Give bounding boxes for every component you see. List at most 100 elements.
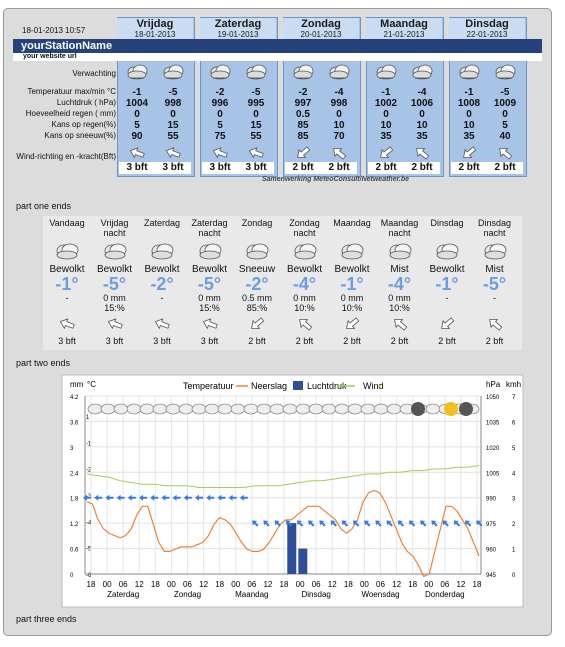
wind-arrow-icon — [476, 520, 483, 527]
cell-pressure: 1006 — [410, 98, 434, 109]
day-header: Maandag 21-01-2013 — [366, 18, 442, 40]
cell-pressure: 1002 — [374, 98, 398, 109]
cell-rain-chance: 15 — [167, 120, 179, 131]
wind-arrow-icon — [211, 146, 229, 160]
tick-label: 0.6 — [70, 548, 79, 554]
night-icon — [411, 402, 425, 416]
cell-snow-chance: 55 — [250, 131, 262, 142]
cell-snow-chance: 40 — [499, 131, 511, 142]
period-wind: 3 bft — [105, 336, 124, 346]
cell-rain-amount: 0 — [336, 109, 342, 120]
cloud-icon — [329, 241, 375, 261]
credit-text: Samenwerking MeteoConsult/Netweather.be — [262, 176, 410, 183]
cell-temperature: -1 — [381, 87, 391, 98]
cloud-icon — [327, 63, 351, 81]
cloud-icon — [244, 63, 268, 81]
cell-snow-chance: 75 — [214, 131, 226, 142]
cloud-icon — [139, 403, 155, 415]
cell-rain-amount: 0 — [134, 109, 140, 120]
period-column: Vrijdag nacht Bewolkt -5° 0 mm 15:% 3 bft — [92, 218, 138, 346]
wind-arrow-icon — [285, 520, 293, 527]
x-tick-label: 00 — [296, 580, 305, 589]
period-temperature: -4° — [387, 274, 412, 294]
cloud-icon — [100, 403, 116, 415]
night-icon — [459, 402, 473, 416]
tick-label: 3 — [70, 446, 74, 452]
period-condition: Mist — [390, 264, 409, 275]
period-name: Maandag — [333, 218, 371, 228]
period-name: Dinsdag — [430, 218, 464, 228]
day-date: 22-01-2013 — [466, 30, 508, 39]
period-column: Zaterdag Bewolkt -2° - 3 bft — [139, 218, 185, 346]
tick-label: -4 — [86, 520, 92, 526]
period-column: Zondag Sneeuw -2° 0.5 mm 85:% 2 bft — [234, 218, 280, 346]
axis-title: mm — [70, 380, 84, 389]
cell-pressure: 997 — [294, 98, 312, 109]
wind-arrow-icon — [128, 146, 146, 160]
cell-temperature: -5 — [168, 87, 178, 98]
cell-rain-chance: 15 — [250, 120, 262, 131]
period-wind: 2 bft — [390, 336, 409, 346]
cell-rain-amount: 0 — [466, 109, 472, 120]
period-rain: - — [160, 293, 164, 303]
x-tick-label: 12 — [135, 580, 144, 589]
cloud-icon — [161, 63, 185, 81]
cell-rain-chance: 5 — [502, 120, 508, 131]
x-tick-label: 18 — [215, 580, 224, 589]
wind-force-cell: 2 bft — [285, 162, 321, 174]
x-tick-label: 12 — [392, 580, 401, 589]
period-wind: 2 bft — [295, 336, 314, 346]
cloud-icon — [360, 403, 376, 415]
period-column: Maandag Bewolkt -1° 0 mm 10:% 2 bft — [329, 218, 375, 346]
cloud-icon — [187, 241, 233, 261]
day-date: 20-01-2013 — [300, 30, 342, 39]
period-name: Zondag nacht — [289, 218, 320, 238]
period-condition: Bewolkt — [429, 264, 465, 275]
x-tick-label: 06 — [312, 580, 321, 589]
cell-temperature: -2 — [298, 87, 308, 98]
part-two-end-label: part two ends — [16, 358, 71, 368]
cell-snow-chance: 85 — [297, 131, 309, 142]
period-rain-chance: 10:% — [294, 303, 315, 313]
cloud-icon — [321, 403, 337, 415]
wind-arrow-icon — [263, 520, 270, 527]
wind-arrow-icon — [377, 146, 395, 160]
cloud-icon — [217, 403, 233, 415]
wind-arrow-icon — [183, 494, 192, 501]
cell-rain-chance: 10 — [333, 120, 345, 131]
cell-temperature: -2 — [215, 87, 225, 98]
cloud-icon — [457, 63, 481, 81]
period-temperature: -2° — [245, 274, 269, 294]
cloud-icon — [165, 403, 181, 415]
x-tick-label: 06 — [183, 580, 192, 589]
wind-arrow-icon — [116, 494, 125, 501]
legend-label: Neerslag — [251, 381, 287, 391]
x-day-label: Zaterdag — [107, 590, 139, 599]
period-rain-chance: 15:% — [104, 303, 125, 313]
cell-snow-chance: 35 — [416, 131, 428, 142]
cell-temperature: -5 — [251, 87, 261, 98]
day-date: 21-01-2013 — [383, 30, 425, 39]
legend-label: Temperatuur — [183, 381, 234, 391]
cloud-icon — [282, 241, 328, 261]
wind-force-cell: 2 bft — [487, 162, 523, 174]
period-column: Vandaag Bewolkt -1° - 3 bft — [44, 218, 90, 346]
cell-pressure: 1009 — [493, 98, 517, 109]
period-rain-chance: 10:% — [389, 303, 410, 313]
tick-label: 4.2 — [70, 395, 79, 401]
row-label-rain-chance: Kans op regen(%) — [51, 120, 116, 129]
x-tick-label: 06 — [247, 580, 256, 589]
day-header: Dinsdag 22-01-2013 — [449, 18, 525, 40]
row-label-rain-amount: Hoeveelheid regen ( mm) — [25, 109, 116, 118]
cloud-icon — [191, 403, 207, 415]
period-column: Zaterdag nacht Bewolkt -5° 0 mm 15:% 3 bft — [187, 218, 233, 346]
cloud-icon — [291, 63, 315, 81]
tick-label: 6 — [512, 420, 516, 426]
cell-rain-amount: 0 — [170, 109, 176, 120]
x-day-label: Zondag — [174, 590, 201, 599]
website-url[interactable]: your website url — [13, 53, 542, 61]
wind-arrow-icon — [319, 520, 326, 527]
cloud-icon — [243, 403, 259, 415]
x-tick-label: 18 — [408, 580, 417, 589]
